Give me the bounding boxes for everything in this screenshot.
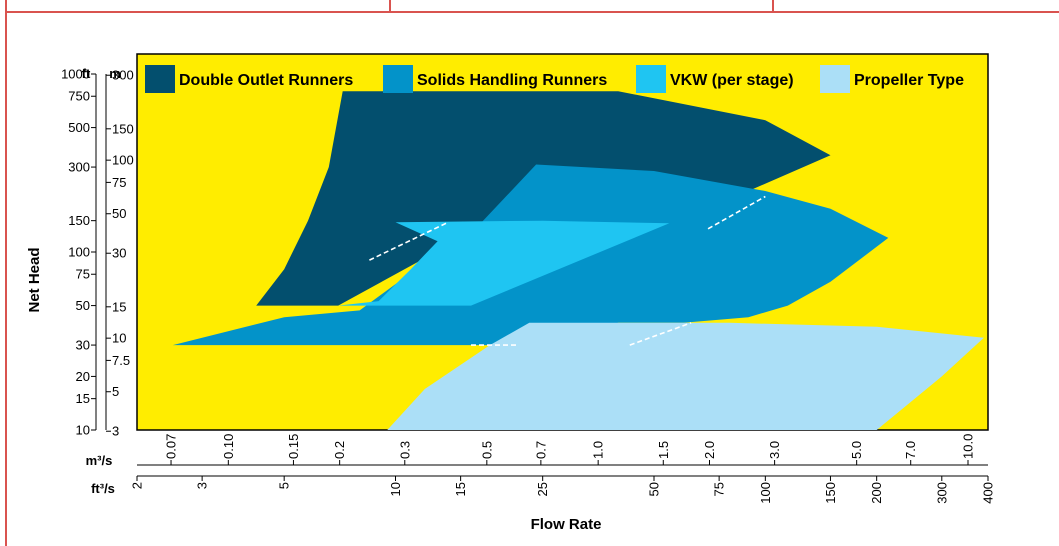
x-ft3s-tick-label: 400 [981, 482, 996, 504]
x-ft3s-tick-label: 75 [712, 482, 727, 496]
y-ft-tick-label: 30 [76, 338, 90, 353]
x-m3s-tick-label: 2.0 [702, 441, 717, 459]
x-ft3s-tick-label: 2 [130, 482, 145, 489]
y-m-tick-label: 10 [112, 331, 126, 346]
x-m3s-tick-label: 0.3 [397, 441, 412, 459]
x-m3s-tick-label: 1.0 [591, 441, 606, 459]
y-ft-tick-label: 75 [76, 267, 90, 282]
x-ft3s-tick-label: 50 [647, 482, 662, 496]
x-axes: m³/s ft³/s 0.07 0.10 0.15 0.2 0.3 0.5 0.7 1.0 1.5 2… [86, 434, 996, 504]
y-ft-tick-label: 10 [76, 423, 90, 438]
x-m3s-tick-label: 0.5 [479, 441, 494, 459]
x-ft3s-tick-label: 3 [195, 482, 210, 489]
y-axis-ft-unit: ft [82, 66, 91, 81]
x-m3s-tick-label: 1.5 [656, 441, 671, 459]
x-ft3s-tick-label: 100 [758, 482, 773, 504]
y-ft-tick-label: 500 [68, 120, 90, 135]
x-m3s-tick-label: 10.0 [960, 434, 975, 459]
x-ft3s-tick-label: 15 [453, 482, 468, 496]
y-m-tick-label: 50 [112, 206, 126, 221]
frame-divider-1 [389, 0, 391, 12]
y-ft-tick-label: 15 [76, 391, 90, 406]
x-ft3s-tick-label: 25 [535, 482, 550, 496]
dashed-line-1 [369, 222, 447, 261]
legend-swatch-3 [636, 65, 666, 93]
area-series-4 [387, 322, 984, 430]
legend-swatch-2 [383, 65, 413, 93]
x-axis-ft3s-unit: ft³/s [91, 481, 115, 496]
legend-label-3: VKW (per stage) [670, 72, 794, 89]
dashed-line-3 [629, 322, 692, 346]
y-ft-tick-label: 300 [68, 160, 90, 175]
dashed-annotations [369, 195, 766, 346]
series-areas [172, 91, 984, 430]
y-m-tick-label: 7.5 [112, 353, 130, 368]
y-axis-m-unit: m [109, 66, 121, 81]
frame-left-border [5, 0, 7, 546]
x-ft3s-tick-label: 200 [869, 482, 884, 504]
x-m3s-tick-label: 5.0 [849, 441, 864, 459]
y-m-tick-label: 300 [112, 68, 134, 83]
x-axis-title: Flow Rate [531, 516, 602, 533]
x-m3s-tick-label: 3.0 [767, 441, 782, 459]
y-m-tick-label: 30 [112, 246, 126, 261]
legend-swatch-4 [820, 65, 850, 93]
y-ft-tick-label: 20 [76, 369, 90, 384]
x-m3s-tick-label: 0.10 [221, 434, 236, 459]
y-ft-tick-label: 100 [68, 245, 90, 260]
x-m3s-tick-label: 7.0 [903, 441, 918, 459]
x-m3s-tick-label: 0.7 [533, 441, 548, 459]
x-ft3s-tick-label: 150 [823, 482, 838, 504]
y-ft-tick-label: 750 [68, 89, 90, 104]
y-m-tick-label: 5 [112, 384, 119, 399]
legend-label-2: Solids Handling Runners [417, 72, 607, 89]
y-m-tick-label: 3 [112, 424, 119, 439]
area-series-3 [338, 220, 670, 306]
legend-label-4: Propeller Type [854, 72, 964, 89]
x-m3s-tick-label: 0.07 [164, 434, 179, 459]
legend-label-1: Double Outlet Runners [179, 72, 353, 89]
x-axis-m3s-unit: m³/s [86, 453, 113, 468]
y-ft-tick-label: 150 [68, 213, 90, 228]
x-ft3s-tick-label: 10 [388, 482, 403, 496]
y-m-tick-label: 100 [112, 153, 134, 168]
frame-divider-2 [772, 0, 774, 12]
y-m-tick-label: 15 [112, 299, 126, 314]
y-m-tick-label: 150 [112, 121, 134, 136]
y-m-tick-label: 75 [112, 175, 126, 190]
legend-swatch-1 [145, 65, 175, 93]
y-axes: ft m 1000 750 500 300 150 100 75 50 30 20 15 10 300 150… [61, 66, 134, 439]
y-ft-tick-label: 1000 [61, 67, 90, 82]
y-axis-title: Net Head [26, 247, 43, 312]
frame-top-rule [5, 11, 1059, 13]
x-m3s-tick-label: 0.2 [332, 441, 347, 459]
x-ft3s-tick-label: 300 [934, 482, 949, 504]
legend: Double Outlet Runners Solids Handling Run… [145, 65, 964, 93]
x-m3s-tick-label: 0.15 [286, 434, 301, 459]
y-ft-tick-label: 50 [76, 298, 90, 313]
x-ft3s-tick-label: 5 [277, 482, 292, 489]
dashed-line-4 [707, 195, 766, 230]
